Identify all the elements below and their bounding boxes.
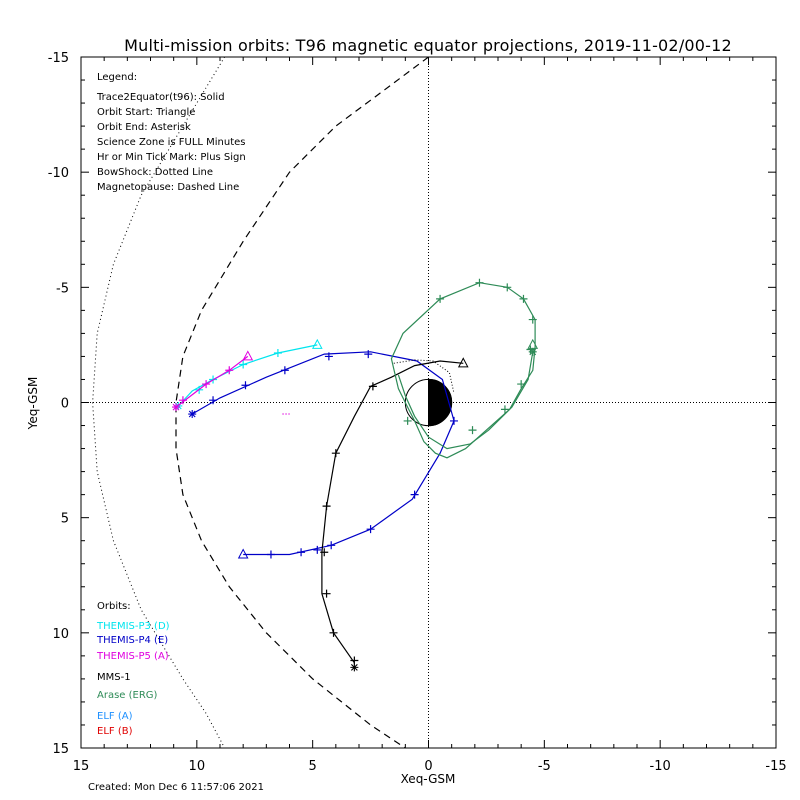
orbit-tick-mark-4 [503, 283, 512, 292]
x-tick-label: 5 [309, 759, 317, 774]
orbit-tick-mark-2 [202, 380, 211, 389]
orbit-tick-mark-3 [322, 589, 331, 598]
legend-line: Hr or Min Tick Mark: Plus Sign [97, 152, 246, 163]
orbit-end-marker-4 [528, 347, 537, 356]
chart-title: Multi-mission orbits: T96 magnetic equat… [124, 36, 732, 55]
orbit-tick-mark-1 [241, 381, 250, 390]
orbit-tick-mark-3 [320, 548, 329, 557]
orbit-tick-mark-4 [468, 426, 477, 435]
orbit-tick-mark-2 [178, 396, 187, 405]
x-axis-title: Xeq-GSM [401, 772, 456, 786]
orbit-tick-mark-4 [500, 405, 509, 414]
x-tick-label: -15 [765, 759, 786, 774]
x-tick-label: 10 [189, 759, 206, 774]
orbit-tick-mark-4 [528, 315, 537, 324]
y-tick-label: -10 [48, 166, 69, 181]
orbit-tick-mark-1 [280, 366, 289, 375]
orbit-tick-mark-2 [225, 366, 234, 375]
orbit-tick-mark-4 [519, 294, 528, 303]
orbit-tick-mark-4 [436, 294, 445, 303]
legend-line: BowShock: Dotted Line [97, 167, 213, 178]
orbit-line-0 [177, 344, 318, 407]
orbit-legend-entry: ELF (A) [97, 711, 133, 722]
orbit-tick-mark-3 [329, 628, 338, 637]
orbit-tick-mark-1 [266, 550, 275, 559]
orbit-start-marker-3 [457, 357, 469, 368]
orbit-end-marker-1 [188, 410, 197, 419]
x-tick-label: -5 [538, 759, 551, 774]
legend-line: Magnetopause: Dashed Line [97, 182, 239, 193]
magnetopause-line [175, 56, 429, 749]
extra-dotted-mark [393, 359, 455, 394]
y-tick-label: -5 [56, 281, 69, 296]
created-timestamp: Created: Mon Dec 6 11:57:06 2021 [88, 782, 264, 793]
orbit-tick-mark-3 [331, 449, 340, 458]
orbit-legend-entry: THEMIS-P3 (D) [96, 621, 170, 632]
legend: Legend: Trace2Equator(t96): Solid Orbit S… [96, 72, 246, 193]
orbit-end-marker-3 [350, 663, 359, 672]
orbit-tick-mark-1 [449, 416, 458, 425]
x-tick-label: 15 [73, 759, 90, 774]
y-tick-label: -15 [48, 51, 69, 66]
orbit-tick-mark-1 [366, 525, 375, 534]
orbit-line-3 [321, 360, 464, 664]
orbit-series [171, 278, 539, 672]
orbit-legend-entry: Arase (ERG) [97, 690, 158, 701]
y-tick-label: 5 [61, 512, 69, 527]
orbit-tick-mark-4 [475, 278, 484, 287]
orbits-header: Orbits: [97, 601, 131, 612]
orbit-tick-mark-4 [403, 416, 412, 425]
y-tick-label: 10 [52, 627, 69, 642]
orbit-start-marker-1 [237, 548, 249, 559]
legend-line: Orbit End: Asterisk [97, 122, 191, 133]
legend-header: Legend: [97, 72, 137, 83]
orbit-legend-entry: ELF (B) [97, 726, 133, 737]
orbit-legend-entry: THEMIS-P5 (A) [96, 651, 169, 662]
y-tick-label: 15 [52, 742, 69, 757]
orbit-tick-mark-1 [327, 541, 336, 550]
orbit-line-1 [191, 351, 455, 556]
orbits-legend: Orbits: THEMIS-P3 (D) THEMIS-P4 (E) THEMIS… [96, 601, 170, 737]
orbit-tick-mark-1 [324, 352, 333, 361]
orbit-tick-mark-1 [297, 548, 306, 557]
orbit-tick-mark-3 [350, 656, 359, 665]
x-tick-label: 0 [424, 759, 432, 774]
orbit-legend-entry: MMS-1 [97, 672, 131, 683]
orbit-tick-mark-1 [410, 490, 419, 499]
orbit-tick-mark-3 [368, 382, 377, 391]
orbit-line-secondary-4 [397, 351, 534, 450]
orbit-start-marker-2 [242, 350, 254, 361]
axes: 15 10 5 0 -5 -10 -15 -15 -10 -5 0 5 10 15 [48, 51, 787, 774]
orbit-tick-mark-4 [517, 380, 526, 389]
orbit-tick-mark-1 [313, 545, 322, 554]
orbit-tick-mark-1 [364, 350, 373, 359]
orbit-tick-mark-0 [273, 348, 282, 357]
orbit-tick-mark-0 [239, 360, 248, 369]
legend-line: Science Zone is FULL Minutes [97, 137, 246, 148]
legend-line: Orbit Start: Triangle [97, 107, 195, 118]
legend-line: Trace2Equator(t96): Solid [96, 92, 225, 103]
orbit-legend-entry: THEMIS-P4 (E) [96, 635, 168, 646]
y-axis-title: Yeq-GSM [26, 377, 40, 431]
orbit-line-2 [175, 355, 249, 408]
x-tick-label: -10 [650, 759, 671, 774]
orbit-start-marker-0 [311, 338, 323, 349]
orbit-tick-mark-3 [322, 502, 331, 511]
orbit-end-marker-2 [171, 403, 180, 412]
orbit-tick-mark-1 [209, 396, 218, 405]
y-tick-label: 0 [61, 397, 69, 412]
boundaries [92, 56, 429, 749]
